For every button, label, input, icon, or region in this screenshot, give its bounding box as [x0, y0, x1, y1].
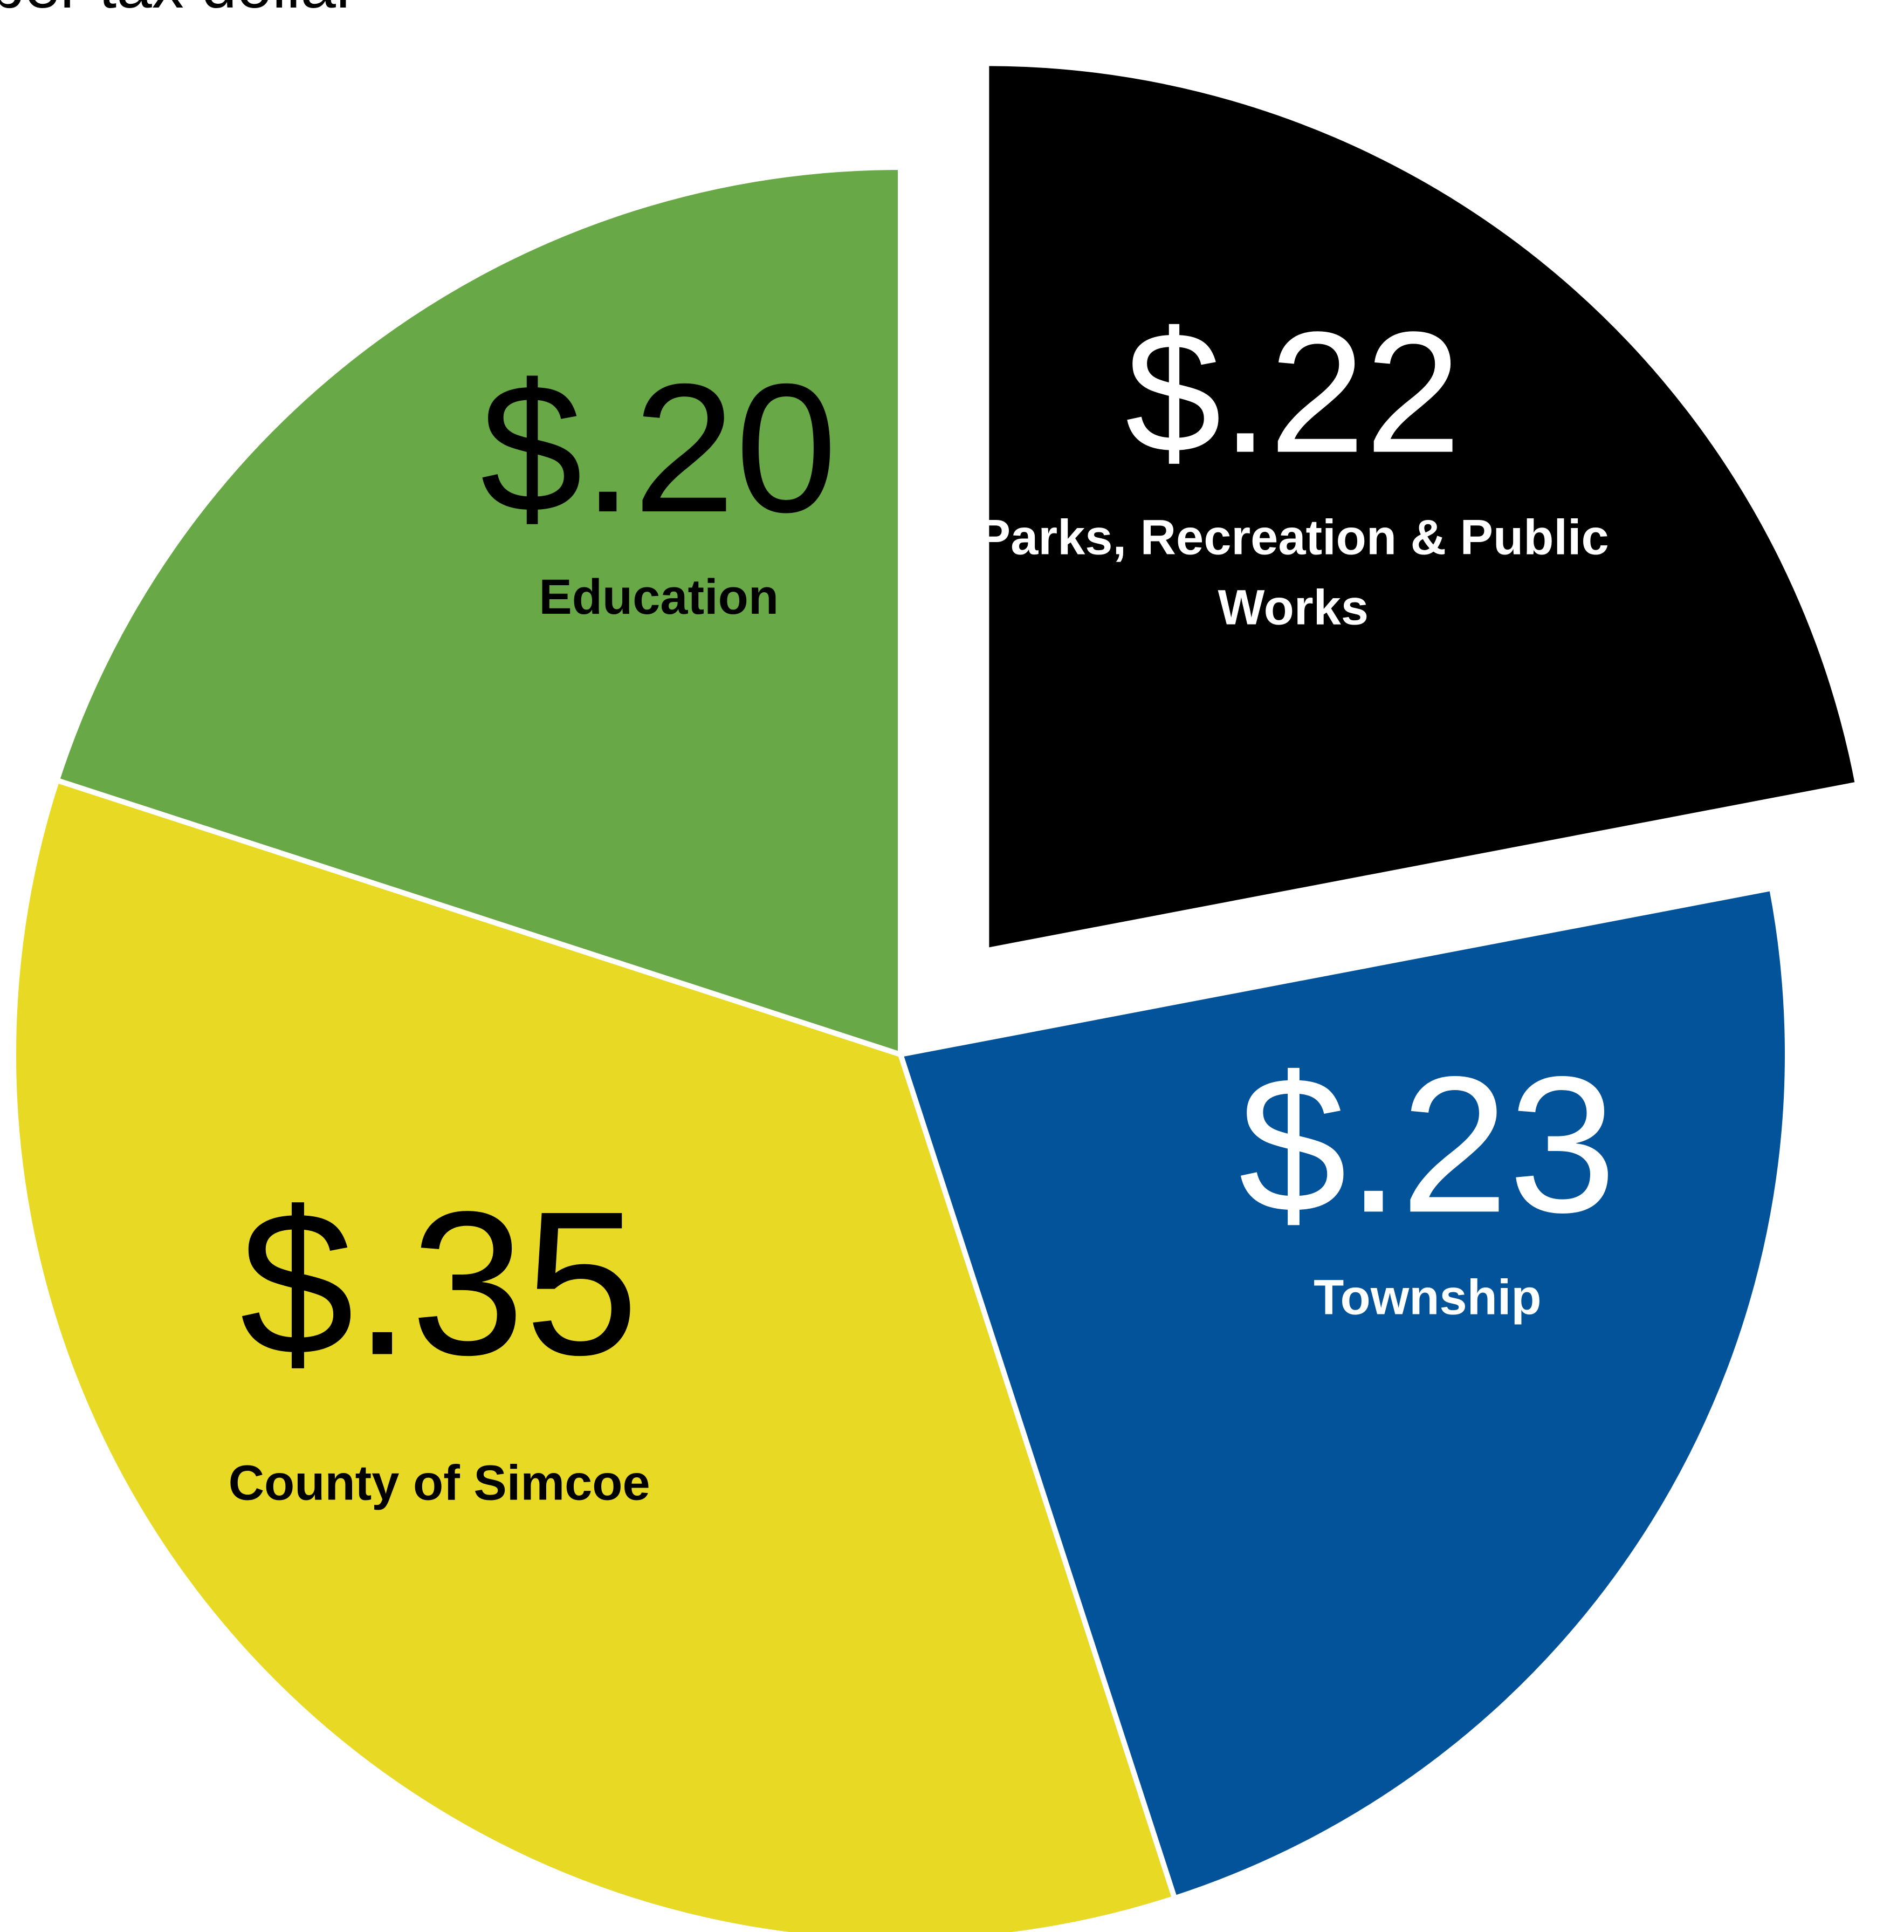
slice-value-label: $.20	[480, 346, 837, 551]
chart-title: per tax dollar	[0, 0, 357, 22]
slice-category-label: Education	[539, 570, 779, 625]
slice-value-label: $.23	[1239, 1036, 1617, 1253]
slice-value-label: $.22	[1125, 296, 1461, 489]
pie-slice-parks-recreation-public-works	[984, 60, 1861, 954]
pie-slice-education	[54, 165, 903, 1057]
slice-category-label: County of Simcoe	[229, 1455, 650, 1510]
slice-category-label: Township	[1314, 1270, 1541, 1325]
slice-category-label: Parks, Recreation & Public	[978, 510, 1609, 565]
pie-slice-township	[898, 885, 1790, 1901]
pie-labels: $.22 Parks, Recreation & Public Works $.23 T…	[229, 296, 1617, 1511]
slice-category-label: Works	[1218, 580, 1369, 635]
pie-slices	[11, 60, 1861, 1932]
slice-value-label: $.35	[240, 1168, 639, 1397]
pie-slice-county-of-simcoe	[11, 777, 1178, 1932]
